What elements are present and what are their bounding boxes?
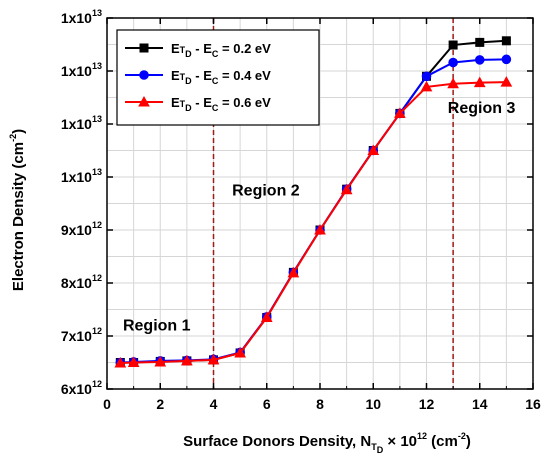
- data-point: [421, 71, 432, 82]
- x-tick-label: 8: [316, 396, 324, 412]
- data-point: [394, 107, 406, 118]
- x-tick-label: 6: [263, 396, 271, 412]
- y-tick-label: 9x1012: [61, 220, 102, 238]
- legend-entry: ETD - EC = 0.6 eV: [125, 95, 271, 113]
- region-labels: Region 1 Region 2 Region 3: [123, 100, 515, 335]
- data-series: [114, 36, 513, 368]
- legend-box: [116, 29, 320, 126]
- legend-entry: ETD - EC = 0.4 eV: [125, 68, 271, 86]
- y-tick-label: 1x1013: [61, 61, 102, 79]
- legend-label: ETD - EC = 0.2 eV: [171, 41, 271, 59]
- data-point: [474, 55, 485, 65]
- x-tick-label: 12: [419, 396, 435, 412]
- legend: ETD - EC = 0.2 eV ETD - EC = 0.4 eV ETD - …: [116, 29, 320, 126]
- x-tick-label: 2: [156, 396, 164, 412]
- region-label: Region 1: [123, 318, 191, 335]
- data-point: [367, 144, 380, 155]
- data-point: [260, 311, 273, 322]
- x-tick-label: 4: [210, 396, 218, 412]
- data-point: [473, 76, 486, 88]
- series-line: [120, 81, 507, 365]
- x-tick-label: 16: [525, 396, 541, 412]
- data-point: [500, 76, 513, 87]
- y-tick-label: 1x1013: [61, 114, 102, 132]
- y-tick-label: 1x1013: [61, 167, 102, 185]
- data-point: [447, 77, 459, 89]
- y-tick-label: 1x1013: [61, 8, 102, 26]
- data-point: [448, 57, 458, 68]
- data-point: [501, 54, 512, 65]
- data-point: [287, 266, 300, 278]
- region-label: Region 3: [448, 100, 516, 117]
- y-axis-title: Electron Density (cm-2): [8, 129, 27, 291]
- region-boundaries: [212, 18, 454, 389]
- data-point: [154, 355, 167, 367]
- axis-ticks: 0 2 4 6 8 10 12 14 16 6x1012 7x1012 8x1012 9x1012 1x1…: [61, 8, 541, 412]
- legend-marker: [138, 95, 150, 107]
- legend-entry: ETD - EC = 0.2 eV: [125, 41, 271, 59]
- legend-label: ETD - EC = 0.4 eV: [171, 68, 271, 86]
- x-axis-title: Surface Donors Density, NTD × 1012 (cm-2…: [183, 431, 471, 455]
- legend-marker: [139, 43, 149, 53]
- legend-marker: [139, 70, 149, 80]
- series-3: [114, 76, 513, 368]
- data-point: [475, 37, 485, 47]
- data-point: [127, 356, 140, 367]
- data-point: [340, 183, 353, 195]
- y-tick-label: 6x1012: [61, 379, 102, 397]
- data-point: [181, 354, 193, 366]
- data-point: [207, 353, 220, 365]
- data-point: [501, 36, 511, 46]
- legend-label: ETD - EC = 0.6 eV: [171, 95, 271, 113]
- x-tick-label: 0: [103, 396, 111, 412]
- x-tick-label: 14: [472, 396, 488, 412]
- data-point: [420, 80, 433, 92]
- y-tick-label: 8x1012: [61, 273, 102, 291]
- data-point: [114, 357, 127, 368]
- y-tick-label: 7x1012: [61, 326, 102, 344]
- region-label: Region 2: [232, 183, 300, 200]
- data-point: [234, 346, 246, 358]
- data-point: [314, 223, 326, 235]
- x-tick-label: 10: [365, 396, 381, 412]
- data-point: [448, 40, 458, 50]
